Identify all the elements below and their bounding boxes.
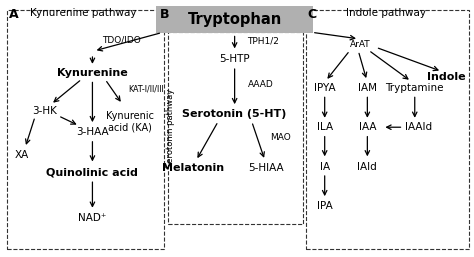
Text: AAAD: AAAD xyxy=(247,80,273,89)
Text: TPH1/2: TPH1/2 xyxy=(247,36,279,46)
Text: Serotonin (5-HT): Serotonin (5-HT) xyxy=(182,109,287,119)
Text: IAld: IAld xyxy=(357,162,377,171)
Text: Quinolinic acid: Quinolinic acid xyxy=(46,167,138,177)
Text: Indole: Indole xyxy=(427,72,466,82)
Text: IPA: IPA xyxy=(317,201,333,211)
Bar xyxy=(7,10,164,249)
Text: Kynurenic
acid (KA): Kynurenic acid (KA) xyxy=(106,111,155,133)
Text: Tryptamine: Tryptamine xyxy=(385,83,444,93)
Text: Kynurenine pathway: Kynurenine pathway xyxy=(30,8,136,18)
Text: IAA: IAA xyxy=(359,122,376,132)
Text: Indole pathway: Indole pathway xyxy=(346,8,426,18)
Text: Serotonin pathway: Serotonin pathway xyxy=(166,89,175,168)
Bar xyxy=(168,32,303,224)
Text: IA: IA xyxy=(319,162,330,171)
Text: XA: XA xyxy=(14,151,28,160)
Text: MAO: MAO xyxy=(270,133,291,142)
Text: Melatonin: Melatonin xyxy=(162,163,225,173)
Text: NAD⁺: NAD⁺ xyxy=(78,214,107,223)
Text: Tryptophan: Tryptophan xyxy=(188,12,282,27)
FancyBboxPatch shape xyxy=(156,6,313,33)
Text: IPYA: IPYA xyxy=(314,83,336,93)
Text: 3-HK: 3-HK xyxy=(33,106,57,115)
Text: B: B xyxy=(160,8,169,21)
Text: A: A xyxy=(9,8,18,21)
Text: ArAT: ArAT xyxy=(350,40,371,50)
Text: IAAld: IAAld xyxy=(404,122,432,132)
Text: IAM: IAM xyxy=(358,83,377,93)
Text: Kynurenine: Kynurenine xyxy=(57,68,128,78)
Text: KAT-I/II/III: KAT-I/II/III xyxy=(128,84,164,93)
Bar xyxy=(306,10,469,249)
Text: 3-HAA: 3-HAA xyxy=(76,127,109,137)
Text: TDO/IDO: TDO/IDO xyxy=(102,35,141,44)
Text: ILA: ILA xyxy=(317,122,333,132)
Text: 5-HIAA: 5-HIAA xyxy=(248,163,284,173)
Text: C: C xyxy=(307,8,316,21)
Text: 5-HTP: 5-HTP xyxy=(219,54,250,64)
